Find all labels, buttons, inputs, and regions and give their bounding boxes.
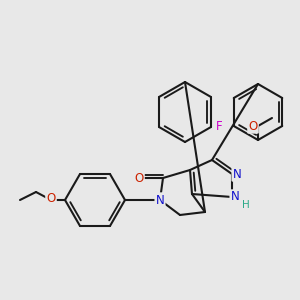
Text: O: O — [46, 191, 56, 205]
Text: N: N — [156, 194, 164, 206]
Text: F: F — [216, 121, 222, 134]
Text: O: O — [248, 119, 258, 133]
Text: H: H — [242, 200, 250, 210]
Text: N: N — [232, 167, 242, 181]
Text: O: O — [134, 172, 144, 184]
Text: N: N — [231, 190, 239, 203]
